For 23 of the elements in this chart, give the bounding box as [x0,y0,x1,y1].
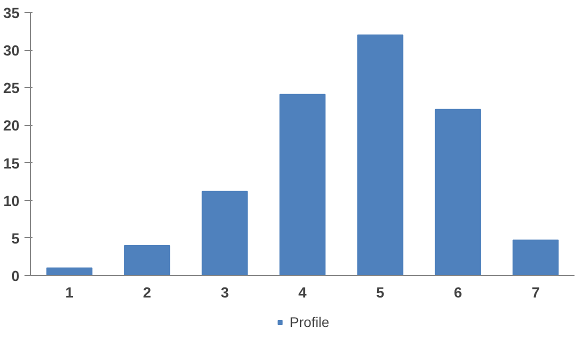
y-tick-label: 5 [11,231,20,248]
y-tick-label: 35 [3,6,20,22]
y-tick-label: 0 [11,269,20,285]
x-tick-label: 1 [65,286,74,302]
y-tick-label: 30 [3,44,20,60]
bar [202,190,248,276]
bar [434,108,481,276]
y-tick-label: 25 [3,81,20,98]
bar [512,240,559,276]
y-tick-label: 15 [3,156,20,172]
bar [357,34,404,276]
bar [46,267,92,276]
bar [279,94,326,276]
x-tick-label: 2 [142,286,152,302]
y-tick-label: 10 [3,194,20,210]
x-tick-label: 7 [532,286,540,302]
bar [124,244,170,276]
x-tick-label: 5 [376,286,384,302]
legend-label: Profile [290,314,330,330]
x-tick-label: 4 [298,286,308,302]
y-tick-label: 20 [3,118,20,135]
x-tick-label: 3 [220,286,229,302]
x-tick-label: 6 [454,286,462,302]
